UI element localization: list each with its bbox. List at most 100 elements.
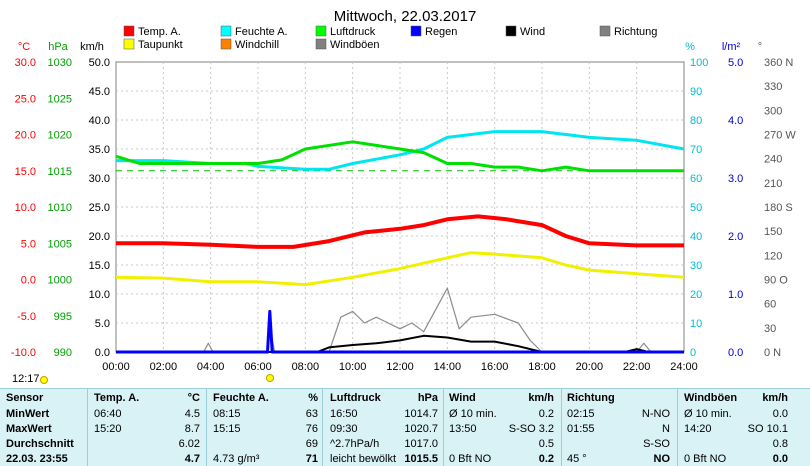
deg-tick-label: 300 <box>764 105 782 117</box>
hpa-tick-label: 1005 <box>48 238 72 250</box>
table-header-cell: °C <box>187 392 200 404</box>
temp-tick-label: 30.0 <box>15 57 36 69</box>
hpa-tick-label: 1020 <box>48 130 72 142</box>
temp-tick-label: 0.0 <box>21 275 36 287</box>
deg-tick-label: 90 O <box>764 275 788 287</box>
series-temp-a-line <box>116 214 684 249</box>
deg-tick-label: 60 <box>764 299 776 311</box>
pct-tick-label: 20 <box>690 289 702 301</box>
deg-tick-label: 150 <box>764 226 782 238</box>
kmh-tick-label: 15.0 <box>89 260 110 272</box>
legend-label: Taupunkt <box>138 39 183 51</box>
legend-swatch <box>505 25 517 37</box>
gust-value-cell: SO 10.1 <box>747 423 788 435</box>
table-header-cell: Wind <box>449 392 476 404</box>
direction-time-cell: 45 ° <box>567 453 587 465</box>
rain-tick-label: 3.0 <box>728 173 743 185</box>
legend-label: Feuchte A. <box>235 26 288 38</box>
statistics-table: Sensor Temp. A. °C Feuchte A.% Luftdruck hPa W… <box>0 388 810 466</box>
pct-tick-label: 100 <box>690 57 708 69</box>
deg-tick-label: 210 <box>764 178 782 190</box>
pressure-value-cell: 1017.0 <box>404 438 438 450</box>
legend-label: Temp. A. <box>138 26 181 38</box>
hpa-tick-label: 1000 <box>48 275 72 287</box>
sunrise-marker-dot <box>266 374 274 382</box>
kmh-tick-label: 50.0 <box>89 57 110 69</box>
x-tick-label: 24:00 <box>670 361 698 373</box>
direction-time-cell: 02:15 <box>567 408 595 420</box>
table-header-cell: Temp. A. <box>94 392 140 404</box>
temp-tick-label: 5.0 <box>21 238 36 250</box>
direction-value-cell: NO <box>653 453 671 465</box>
x-tick-label: 16:00 <box>481 361 509 373</box>
kmh-tick-label: 40.0 <box>89 115 110 127</box>
series-luftdruck-line <box>115 140 684 173</box>
time-marker-dot <box>40 376 48 384</box>
legend-swatch <box>315 25 327 37</box>
gust-time-cell: 0 Bft NO <box>684 453 727 465</box>
kmh-tick-label: 0.0 <box>95 347 110 359</box>
x-tick-label: 06:00 <box>244 361 272 373</box>
axis-unit-label: % <box>685 41 695 53</box>
table-header-cell: % <box>308 392 318 404</box>
time-marker-label: 12:17 <box>12 373 40 385</box>
wind-value-cell: S-SO 3.2 <box>508 423 554 435</box>
series-taupunkt-line <box>115 251 685 287</box>
table-header-cell: Luftdruck <box>330 392 381 404</box>
table-row-label: MinWert <box>6 408 50 420</box>
pct-tick-label: 50 <box>690 202 702 214</box>
deg-tick-label: 360 N <box>764 57 793 69</box>
hpa-tick-label: 990 <box>54 347 72 359</box>
rain-tick-label: 4.0 <box>728 115 743 127</box>
legend-label: Windböen <box>330 39 380 51</box>
rain-tick-label: 1.0 <box>728 289 743 301</box>
direction-value-cell: N <box>662 423 670 435</box>
deg-tick-label: 120 <box>764 250 782 262</box>
x-tick-label: 20:00 <box>576 361 604 373</box>
gust-value-cell: 0.0 <box>772 453 788 465</box>
temp-tick-label: 25.0 <box>15 93 36 105</box>
kmh-tick-label: 10.0 <box>89 289 110 301</box>
pct-tick-label: 10 <box>690 318 702 330</box>
x-tick-label: 12:00 <box>386 361 414 373</box>
kmh-tick-label: 25.0 <box>89 202 110 214</box>
hpa-tick-label: 1030 <box>48 57 72 69</box>
table-header-cell: Feuchte A. <box>213 392 269 404</box>
pressure-time-cell: 09:30 <box>330 423 358 435</box>
pct-tick-label: 70 <box>690 144 702 156</box>
temp-value-cell: 8.7 <box>184 423 200 435</box>
legend-swatch <box>410 25 422 37</box>
legend-label: Richtung <box>614 26 657 38</box>
wind-value-cell: 0.5 <box>538 438 554 450</box>
kmh-tick-label: 30.0 <box>89 173 110 185</box>
pressure-time-cell: ^2.7hPa/h <box>330 438 380 450</box>
pct-tick-label: 30 <box>690 260 702 272</box>
legend-swatch <box>123 38 135 50</box>
legend-swatch <box>220 38 232 50</box>
axis-unit-label: ° <box>758 41 762 53</box>
hpa-tick-label: 1015 <box>48 166 72 178</box>
legend-label: Luftdruck <box>330 26 376 38</box>
legend-label: Wind <box>520 26 545 38</box>
direction-time-cell: 01:55 <box>567 423 595 435</box>
gust-time-cell: 14:20 <box>684 423 712 435</box>
temp-value-cell: 6.02 <box>178 438 200 450</box>
direction-value-cell: S-SO <box>643 438 670 450</box>
humidity-value-cell: 69 <box>305 438 318 450</box>
rain-tick-label: 0.0 <box>728 347 743 359</box>
axis-unit-label: km/h <box>80 41 104 53</box>
table-header-cell: km/h <box>762 392 788 404</box>
pressure-value-cell: 1020.7 <box>404 423 438 435</box>
gust-time-cell: Ø 10 min. <box>684 408 732 420</box>
kmh-tick-label: 5.0 <box>95 318 110 330</box>
deg-tick-label: 270 W <box>764 130 796 142</box>
temp-time-cell: 06:40 <box>94 408 122 420</box>
table-header-cell: Richtung <box>567 392 615 404</box>
wind-time-cell: 13:50 <box>449 423 477 435</box>
kmh-tick-label: 20.0 <box>89 231 110 243</box>
temp-tick-label: 10.0 <box>15 202 36 214</box>
deg-tick-label: 180 S <box>764 202 793 214</box>
humidity-time-cell: 15:15 <box>213 423 241 435</box>
kmh-tick-label: 35.0 <box>89 144 110 156</box>
legend-label: Regen <box>425 26 457 38</box>
